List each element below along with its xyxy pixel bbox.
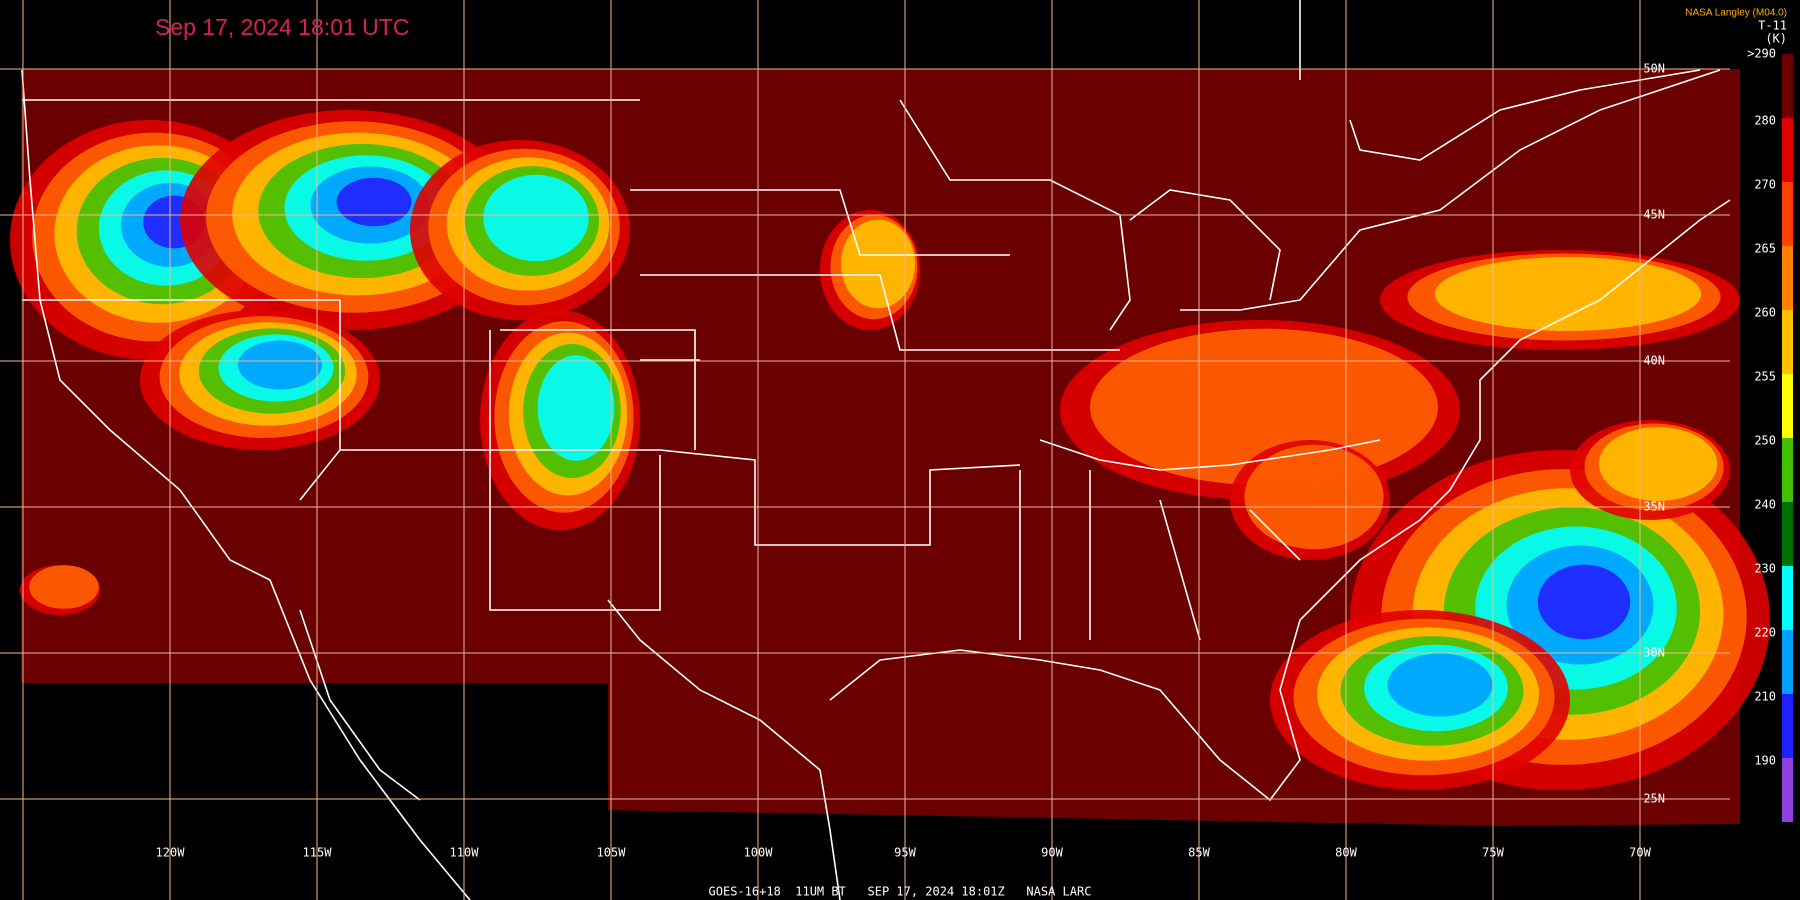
longitude-label: 90W (1041, 846, 1063, 860)
color-swatch (1782, 374, 1793, 438)
cloud (336, 177, 412, 227)
cloud (238, 340, 322, 390)
scale-label: 260 (1754, 306, 1776, 320)
longitude-label: 120W (156, 846, 186, 860)
graticule (0, 0, 1730, 900)
image-title: Sep 17, 2024 18:01 UTC (155, 14, 409, 40)
longitude-label: 70W (1629, 846, 1651, 860)
unit-label: (K) (1765, 32, 1787, 46)
color-scale: >290 280 270 265 260 255 250 240 230 220 210 190 (1747, 47, 1793, 822)
latitude-label: 45N (1643, 208, 1665, 222)
cloud (1598, 427, 1718, 501)
cloud (483, 174, 589, 262)
state-borders (22, 99, 1120, 611)
scale-label: 255 (1754, 370, 1776, 384)
footer: GOES-16+18 11UM BT SEP 17, 2024 18:01Z N… (709, 885, 1092, 899)
boundaries (21, 0, 1731, 900)
longitude-label: 75W (1482, 846, 1504, 860)
scale-label: 210 (1754, 690, 1776, 704)
color-swatch (1782, 54, 1793, 118)
cloud (1244, 444, 1384, 550)
latitude-label: 35N (1643, 500, 1665, 514)
scale-label: 250 (1754, 434, 1776, 448)
color-swatch (1782, 246, 1793, 310)
cloud (29, 565, 99, 609)
coastline (299, 609, 421, 801)
canada-border (1299, 0, 1701, 161)
cloud (841, 219, 915, 309)
latitude-label: 25N (1643, 792, 1665, 806)
scale-label: >290 (1747, 47, 1776, 61)
color-swatch (1782, 182, 1793, 246)
color-swatch (1782, 758, 1793, 822)
cloud (1387, 653, 1493, 717)
cloud (1434, 257, 1702, 331)
longitude-label: 80W (1335, 846, 1357, 860)
color-swatch (1782, 118, 1793, 182)
color-swatch (1782, 310, 1793, 374)
color-swatch (1782, 438, 1793, 502)
labels: 120W 115W 110W 105W 100W 95W 90W 85W 80W 75W 70W 50… (156, 62, 1665, 860)
product-label: T-11 (1758, 19, 1787, 33)
latitude-label: 30N (1643, 646, 1665, 660)
latitude-label: 40N (1643, 354, 1665, 368)
scale-label: 230 (1754, 562, 1776, 576)
scale-label: 270 (1754, 178, 1776, 192)
cloud-field (10, 110, 1770, 790)
longitude-label: 105W (597, 846, 627, 860)
state-borders (1019, 439, 1381, 641)
longitude-label: 85W (1188, 846, 1210, 860)
scale-label: 265 (1754, 242, 1776, 256)
coastline (829, 199, 1731, 802)
longitude-label: 95W (894, 846, 916, 860)
great-lakes (899, 69, 1721, 331)
scale-label: 190 (1754, 754, 1776, 768)
scale-label: 220 (1754, 626, 1776, 640)
scale-label: 280 (1754, 114, 1776, 128)
color-swatch (1782, 502, 1793, 566)
source-label: NASA Langley (M04.0) (1685, 8, 1787, 19)
coastline (607, 599, 841, 900)
color-swatch (1782, 694, 1793, 758)
longitude-label: 110W (450, 846, 480, 860)
coastline (21, 69, 471, 900)
cloud (1537, 564, 1631, 640)
cloud (537, 355, 615, 461)
scale-label: 240 (1754, 498, 1776, 512)
longitude-label: 115W (303, 846, 333, 860)
color-swatch (1782, 630, 1793, 694)
longitude-label: 100W (744, 846, 774, 860)
latitude-label: 50N (1643, 62, 1665, 76)
color-swatch (1782, 566, 1793, 630)
